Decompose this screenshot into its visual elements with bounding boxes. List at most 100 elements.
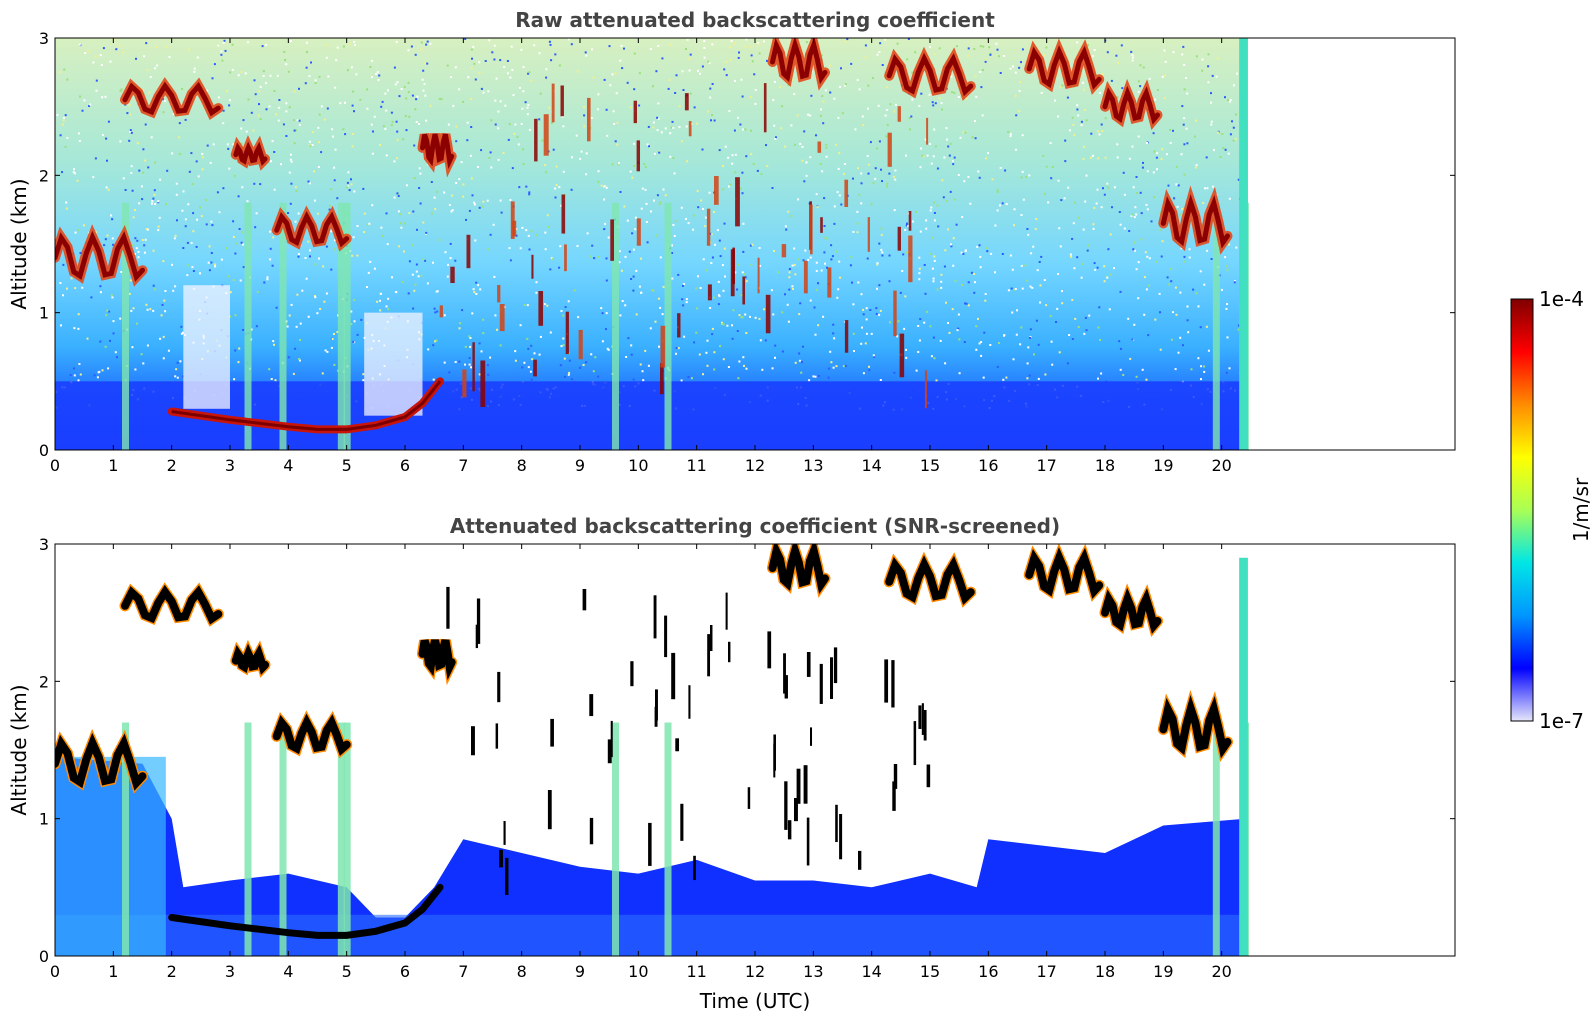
- speckle-dot: [155, 45, 158, 48]
- speckle-dot: [1058, 227, 1061, 230]
- speckle-dot: [514, 123, 517, 126]
- speckle-dot: [491, 51, 494, 54]
- speckle-dot: [109, 339, 111, 342]
- cloud-layer-core: [420, 133, 455, 170]
- speckle-dot: [946, 199, 948, 202]
- speckle-dot: [685, 48, 687, 50]
- speckle-dot: [703, 46, 706, 49]
- speckle-dot: [423, 62, 426, 65]
- speckle-dot: [984, 293, 987, 295]
- cloud-fragment: [830, 657, 834, 699]
- cloud-fragment: [660, 363, 664, 395]
- speckle-dot: [872, 354, 875, 357]
- speckle-dot: [454, 361, 457, 363]
- cloud-fragment: [787, 820, 792, 840]
- speckle-dot: [728, 185, 730, 188]
- speckle-dot: [632, 289, 635, 292]
- speckle-dot: [733, 129, 736, 132]
- speckle-dot: [964, 131, 967, 134]
- speckle-dot: [809, 114, 812, 117]
- speckle-dot: [973, 120, 976, 123]
- speckle-dot: [739, 187, 742, 190]
- cloud-fragment: [735, 177, 740, 227]
- speckle-dot: [1113, 267, 1115, 270]
- speckle-dot: [939, 339, 942, 342]
- x-tick-label: 2: [167, 456, 177, 475]
- speckle-dot: [790, 124, 793, 127]
- speckle-dot: [926, 310, 929, 313]
- speckle-dot: [724, 145, 727, 148]
- speckle-dot: [712, 211, 715, 213]
- speckle-dot: [1115, 54, 1118, 57]
- speckle-dot: [334, 148, 337, 151]
- speckle-dot: [662, 188, 665, 191]
- cloud-fragment: [450, 266, 455, 284]
- speckle-dot: [1203, 365, 1206, 368]
- speckle-dot: [309, 249, 311, 252]
- cloud-fragment: [497, 285, 501, 303]
- speckle-dot: [722, 289, 725, 292]
- speckle-dot: [396, 139, 399, 142]
- speckle-dot: [297, 212, 300, 215]
- cloud-fragment: [908, 211, 912, 231]
- speckle-dot: [866, 257, 869, 260]
- speckle-dot: [397, 210, 400, 213]
- speckle-dot: [352, 236, 355, 239]
- speckle-dot: [434, 340, 437, 343]
- speckle-dot: [107, 120, 110, 123]
- speckle-dot: [1085, 174, 1088, 177]
- speckle-dot: [982, 45, 985, 48]
- speckle-dot: [128, 139, 131, 142]
- speckle-dot: [685, 298, 688, 301]
- cloud-fragment: [671, 652, 676, 700]
- speckle-dot: [81, 286, 84, 289]
- speckle-dot: [929, 209, 932, 212]
- speckle-dot: [87, 50, 90, 53]
- speckle-dot: [1058, 351, 1061, 354]
- speckle-dot: [756, 43, 759, 46]
- speckle-dot: [1084, 109, 1087, 111]
- speckle-dot: [682, 284, 684, 287]
- speckle-dot: [420, 41, 423, 44]
- speckle-dot: [805, 161, 808, 164]
- speckle-dot: [287, 212, 289, 214]
- speckle-dot: [504, 104, 507, 107]
- speckle-dot: [316, 212, 319, 215]
- speckle-dot: [632, 248, 635, 251]
- speckle-dot: [137, 256, 140, 259]
- speckle-dot: [1123, 227, 1126, 230]
- speckle-dot: [857, 167, 859, 170]
- speckle-dot: [820, 269, 823, 272]
- speckle-dot: [1119, 368, 1122, 371]
- speckle-dot: [1101, 130, 1104, 132]
- speckle-dot: [611, 163, 614, 166]
- speckle-dot: [579, 157, 582, 160]
- speckle-dot: [349, 42, 352, 45]
- speckle-dot: [830, 361, 833, 364]
- speckle-dot: [925, 227, 928, 230]
- speckle-dot: [997, 55, 1000, 58]
- speckle-dot: [837, 167, 840, 170]
- speckle-dot: [242, 329, 245, 331]
- speckle-dot: [1158, 292, 1161, 295]
- x-tick-label: 7: [458, 962, 468, 981]
- speckle-dot: [446, 64, 449, 67]
- speckle-dot: [1020, 176, 1023, 179]
- speckle-dot: [254, 226, 257, 229]
- speckle-dot: [186, 241, 189, 244]
- speckle-dot: [1228, 367, 1231, 370]
- speckle-dot: [823, 197, 826, 200]
- speckle-dot: [175, 193, 178, 196]
- speckle-dot: [932, 155, 935, 158]
- speckle-dot: [417, 275, 420, 278]
- speckle-dot: [1183, 173, 1186, 176]
- speckle-dot: [589, 255, 592, 258]
- speckle-dot: [454, 66, 457, 69]
- cloud-fragment: [763, 83, 767, 133]
- speckle-dot: [101, 369, 104, 372]
- speckle-dot: [399, 213, 401, 216]
- speckle-dot: [200, 215, 203, 218]
- speckle-dot: [273, 90, 276, 93]
- speckle-dot: [671, 244, 673, 247]
- speckle-dot: [853, 350, 855, 352]
